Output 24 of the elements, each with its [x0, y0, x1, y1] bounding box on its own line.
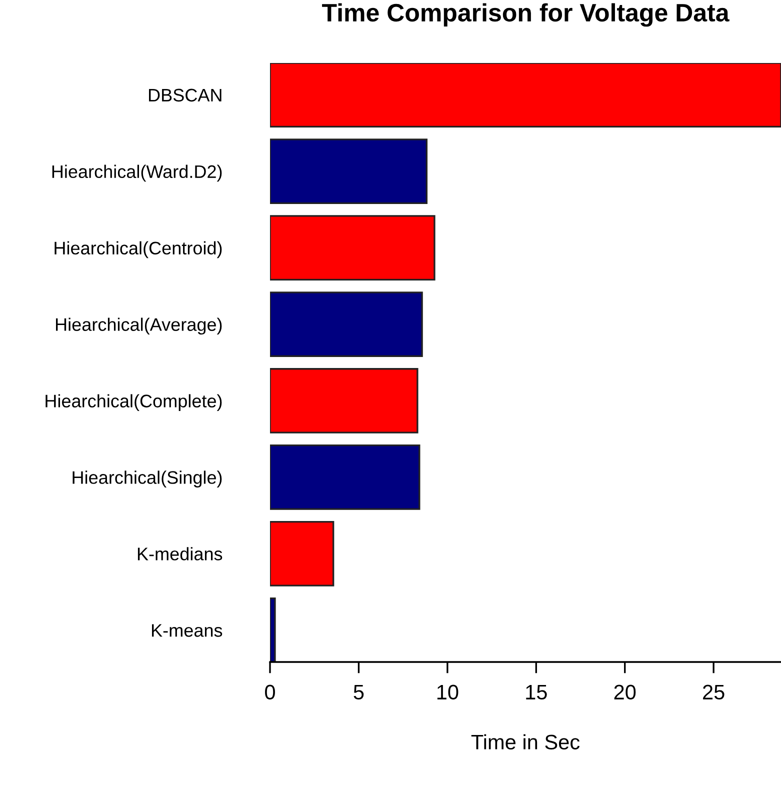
x-tick-label: 15	[526, 684, 547, 700]
x-tick-label: 5	[354, 684, 364, 700]
bar	[270, 292, 423, 357]
y-tick-label: Hiearchical(Ward.D2)	[52, 164, 222, 182]
y-tick-label: Hiearchical(Average)	[56, 318, 222, 335]
bar	[270, 368, 418, 434]
x-axis-title: Time in Sec	[471, 734, 580, 750]
bar	[270, 215, 436, 280]
y-tick-label: DBSCAN	[149, 88, 222, 102]
y-tick-label: K-means	[152, 624, 222, 637]
x-tick-label: 0	[265, 684, 275, 700]
y-tick-label: Hiearchical(Complete)	[46, 394, 222, 412]
x-tick-label: 10	[437, 684, 458, 700]
x-tick-label: 20	[614, 684, 636, 700]
chart-title: Time Comparison for Voltage Data	[322, 3, 730, 27]
bar	[270, 138, 428, 204]
bar	[270, 63, 781, 128]
x-tick-label: 25	[703, 684, 724, 700]
bar	[270, 520, 334, 586]
bar	[270, 444, 420, 510]
y-tick-label: K-medians	[138, 547, 222, 560]
y-tick-label: Hiearchical(Single)	[72, 470, 222, 488]
bar	[270, 597, 276, 662]
y-tick-label: Hiearchical(Centroid)	[54, 241, 222, 258]
